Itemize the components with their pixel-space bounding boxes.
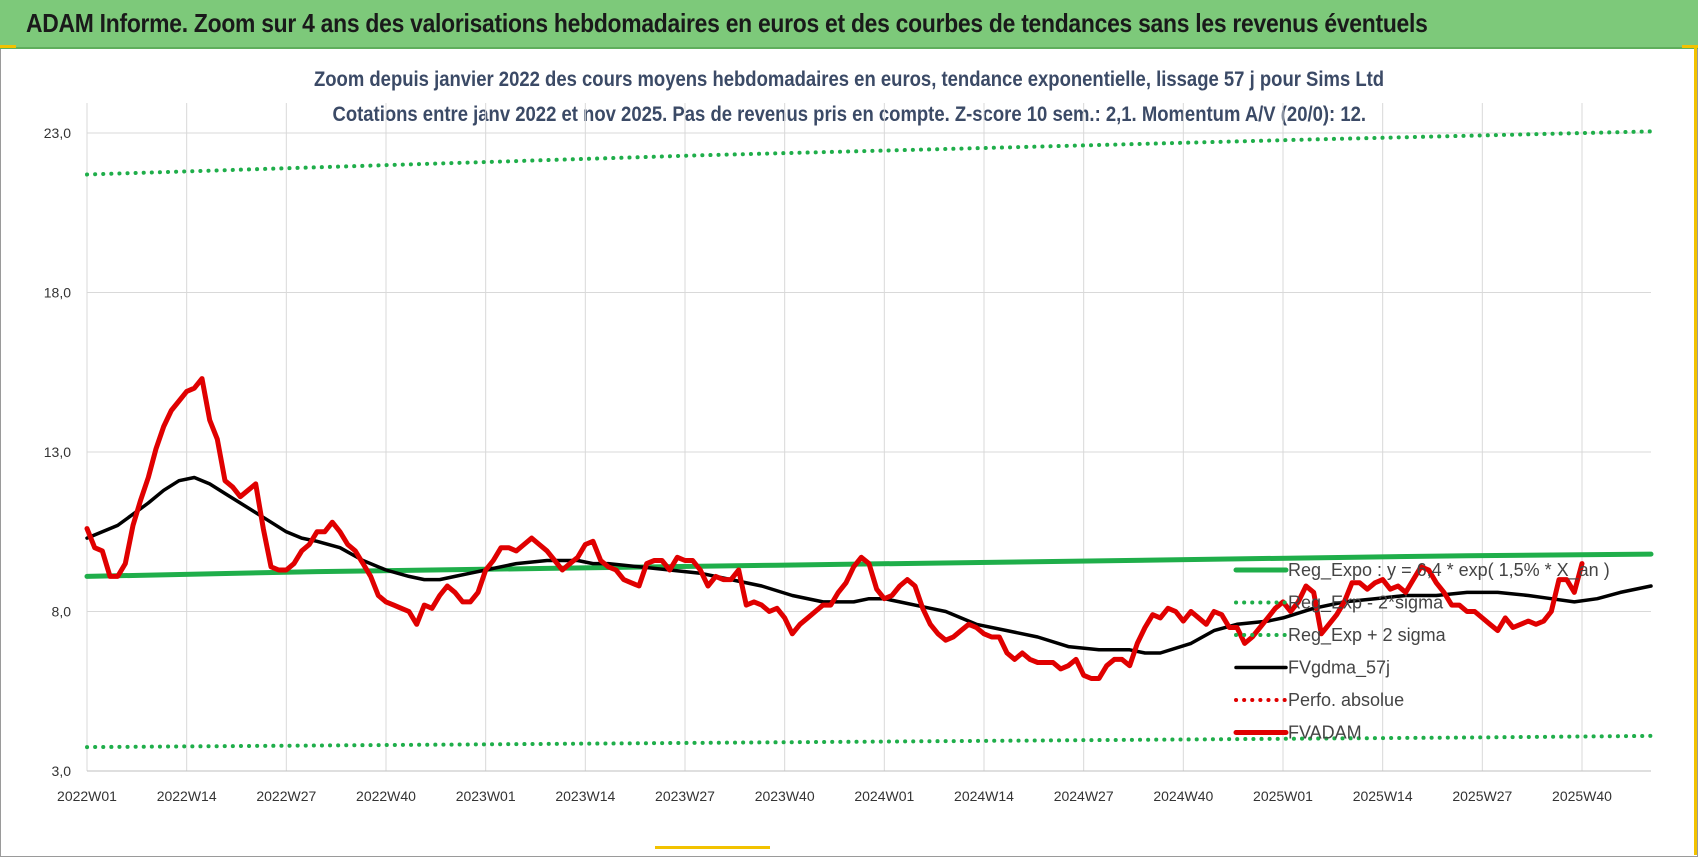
series-line-2	[85, 129, 1653, 177]
chart-title: Zoom depuis janvier 2022 des cours moyen…	[313, 68, 1385, 91]
legend-label: Reg_Expo : y = 6,4 * exp( 1,5% * X_an )	[1288, 560, 1610, 581]
corner-mark-bottom	[655, 846, 770, 849]
header-banner: ADAM Informe. Zoom sur 4 ans des valoris…	[0, 0, 1698, 49]
legend-label: FVADAM	[1288, 723, 1362, 743]
x-tick-label: 2022W27	[256, 788, 316, 804]
legend-label: FVgdma_57j	[1288, 658, 1390, 679]
chart-subtitle: Cotations entre janv 2022 et nov 2025. P…	[332, 103, 1366, 126]
corner-mark-top-right	[1682, 45, 1698, 48]
corner-mark-right	[1694, 45, 1697, 855]
x-tick-label: 2025W14	[1353, 788, 1413, 804]
x-tick-label: 2024W40	[1153, 788, 1213, 804]
x-tick-label: 2025W40	[1552, 788, 1612, 804]
x-tick-label: 2025W27	[1452, 788, 1512, 804]
x-tick-label: 2024W27	[1054, 788, 1114, 804]
x-tick-label: 2022W14	[157, 788, 217, 804]
series-line-5	[84, 376, 1585, 681]
x-tick-label: 2024W01	[854, 788, 914, 804]
x-tick-label: 2023W14	[555, 788, 615, 804]
y-tick-label: 3,0	[52, 763, 72, 779]
x-tick-label: 2023W27	[655, 788, 715, 804]
series-line-1	[85, 733, 1653, 750]
corner-mark-top-left	[0, 45, 16, 48]
x-tick-label: 2023W40	[755, 788, 815, 804]
series-line-3	[85, 475, 1653, 655]
x-tick-label: 2022W40	[356, 788, 416, 804]
legend-label: Reg_Exp - 2*sigma	[1288, 593, 1444, 614]
page-title: ADAM Informe. Zoom sur 4 ans des valoris…	[26, 8, 1428, 38]
y-tick-label: 23,0	[44, 125, 71, 141]
x-tick-label: 2023W01	[456, 788, 516, 804]
x-tick-label: 2025W01	[1253, 788, 1313, 804]
y-tick-label: 8,0	[52, 604, 72, 620]
y-tick-label: 13,0	[44, 444, 71, 460]
x-tick-label: 2022W01	[57, 788, 117, 804]
series-line-0	[84, 551, 1654, 579]
x-tick-label: 2024W14	[954, 788, 1014, 804]
y-tick-label: 18,0	[44, 285, 71, 301]
legend-label: Reg_Exp + 2 sigma	[1288, 625, 1447, 646]
legend-label: Perfo. absolue	[1288, 690, 1404, 710]
